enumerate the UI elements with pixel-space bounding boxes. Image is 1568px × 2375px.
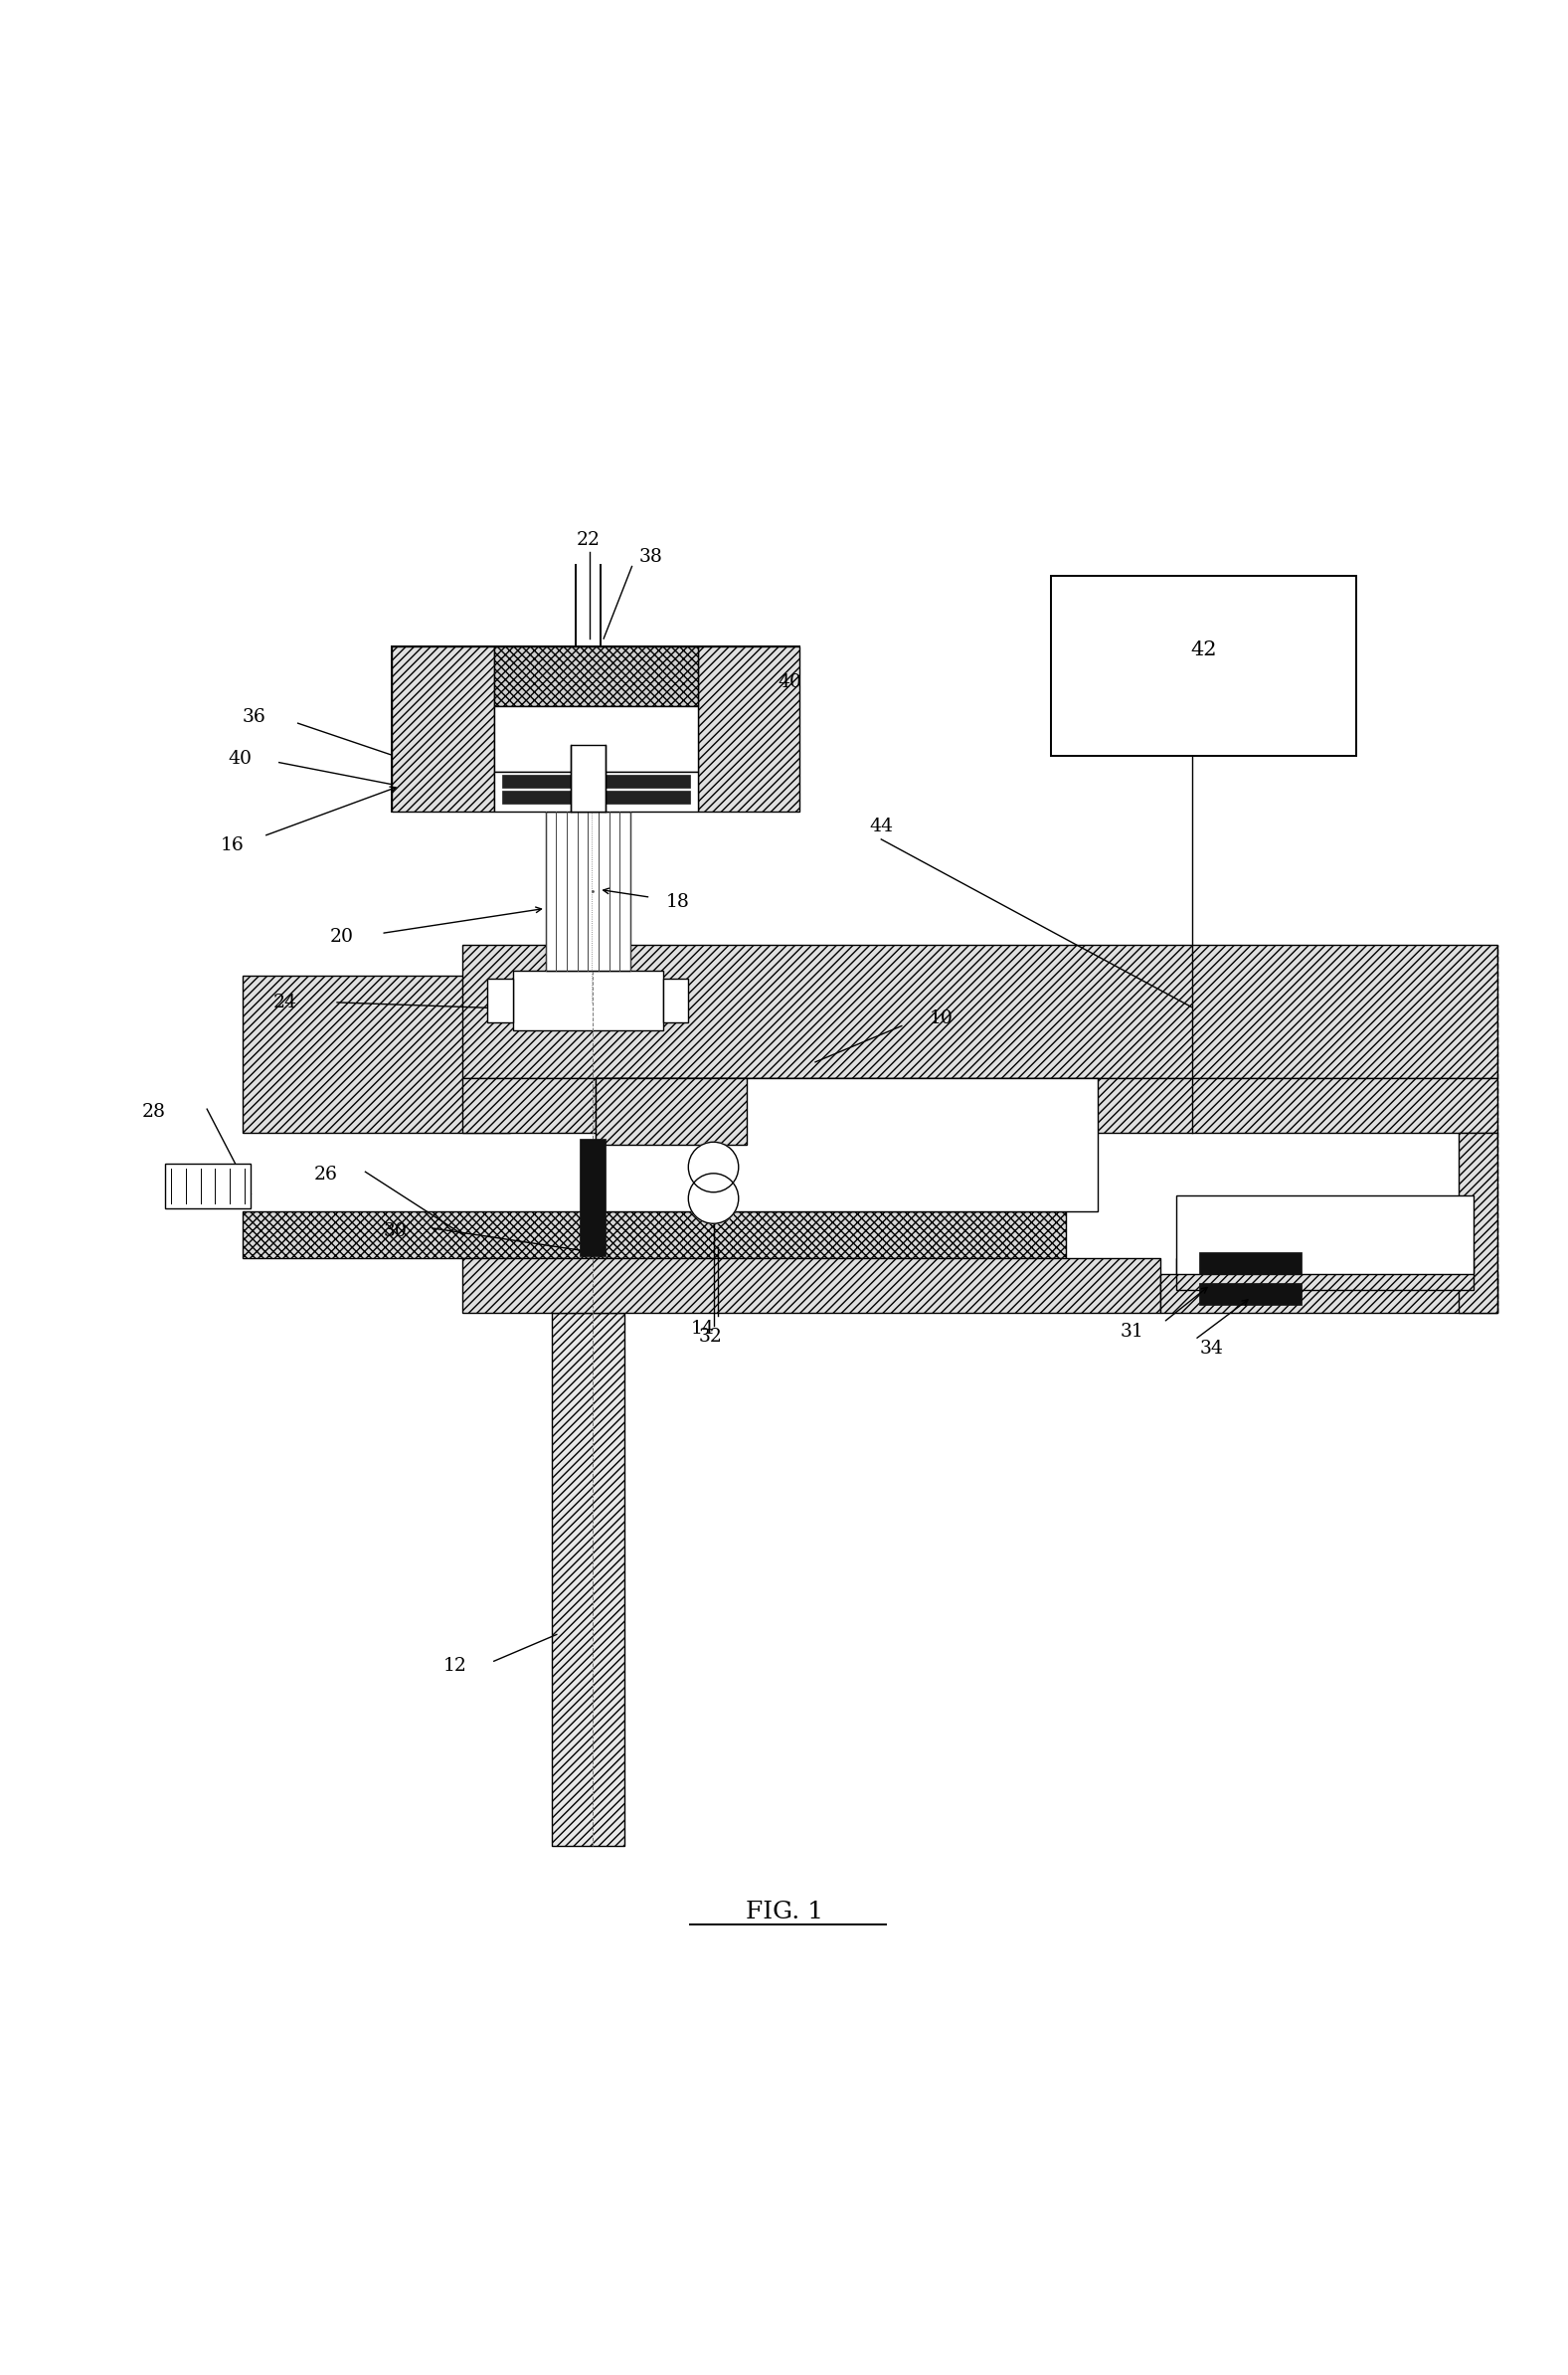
Bar [463,1078,1497,1133]
Text: 40: 40 [778,674,803,691]
Bar [1200,1282,1301,1306]
Text: 26: 26 [314,1166,339,1183]
Text: 42: 42 [1190,641,1217,660]
Circle shape [688,1173,739,1223]
Bar [1176,1195,1474,1273]
Bar [392,646,800,812]
Bar [596,1078,1098,1211]
Text: 36: 36 [241,708,267,727]
Bar [698,646,800,812]
Bar [502,774,690,788]
Bar [596,1078,746,1145]
Text: 20: 20 [329,929,354,945]
Text: 32: 32 [698,1328,723,1347]
Bar [580,1140,605,1256]
Bar [513,971,663,1031]
Bar [243,976,510,1133]
Text: 40: 40 [227,751,252,767]
Text: 44: 44 [869,817,894,836]
Bar [1051,575,1356,755]
Bar [165,1164,251,1209]
Bar [571,746,605,812]
Text: 38: 38 [638,549,663,565]
Bar [546,812,630,971]
Text: 14: 14 [690,1320,715,1337]
Text: 18: 18 [665,893,690,912]
Text: FIG. 1: FIG. 1 [745,1900,823,1924]
Bar [243,1211,1066,1259]
Text: 22: 22 [575,530,601,549]
Text: 28: 28 [141,1104,166,1121]
Bar [463,1259,1160,1313]
Bar [494,646,698,705]
Bar [663,978,688,1024]
Bar [1176,1259,1474,1290]
Bar [1458,1133,1497,1313]
Bar [552,1313,624,1845]
Text: 24: 24 [273,993,298,1012]
Bar [494,705,698,772]
Text: 16: 16 [220,836,245,855]
Text: 12: 12 [442,1658,467,1674]
Bar [1160,1273,1497,1313]
Text: 10: 10 [928,1009,953,1026]
Bar [463,945,1497,1078]
Bar [494,772,698,812]
Circle shape [688,1142,739,1192]
Bar [488,978,513,1024]
Bar [1200,1252,1301,1273]
Text: 34: 34 [1200,1340,1225,1358]
Bar [392,646,494,812]
Text: 30: 30 [383,1223,408,1240]
Text: 31: 31 [1120,1323,1145,1342]
Bar [502,791,690,803]
